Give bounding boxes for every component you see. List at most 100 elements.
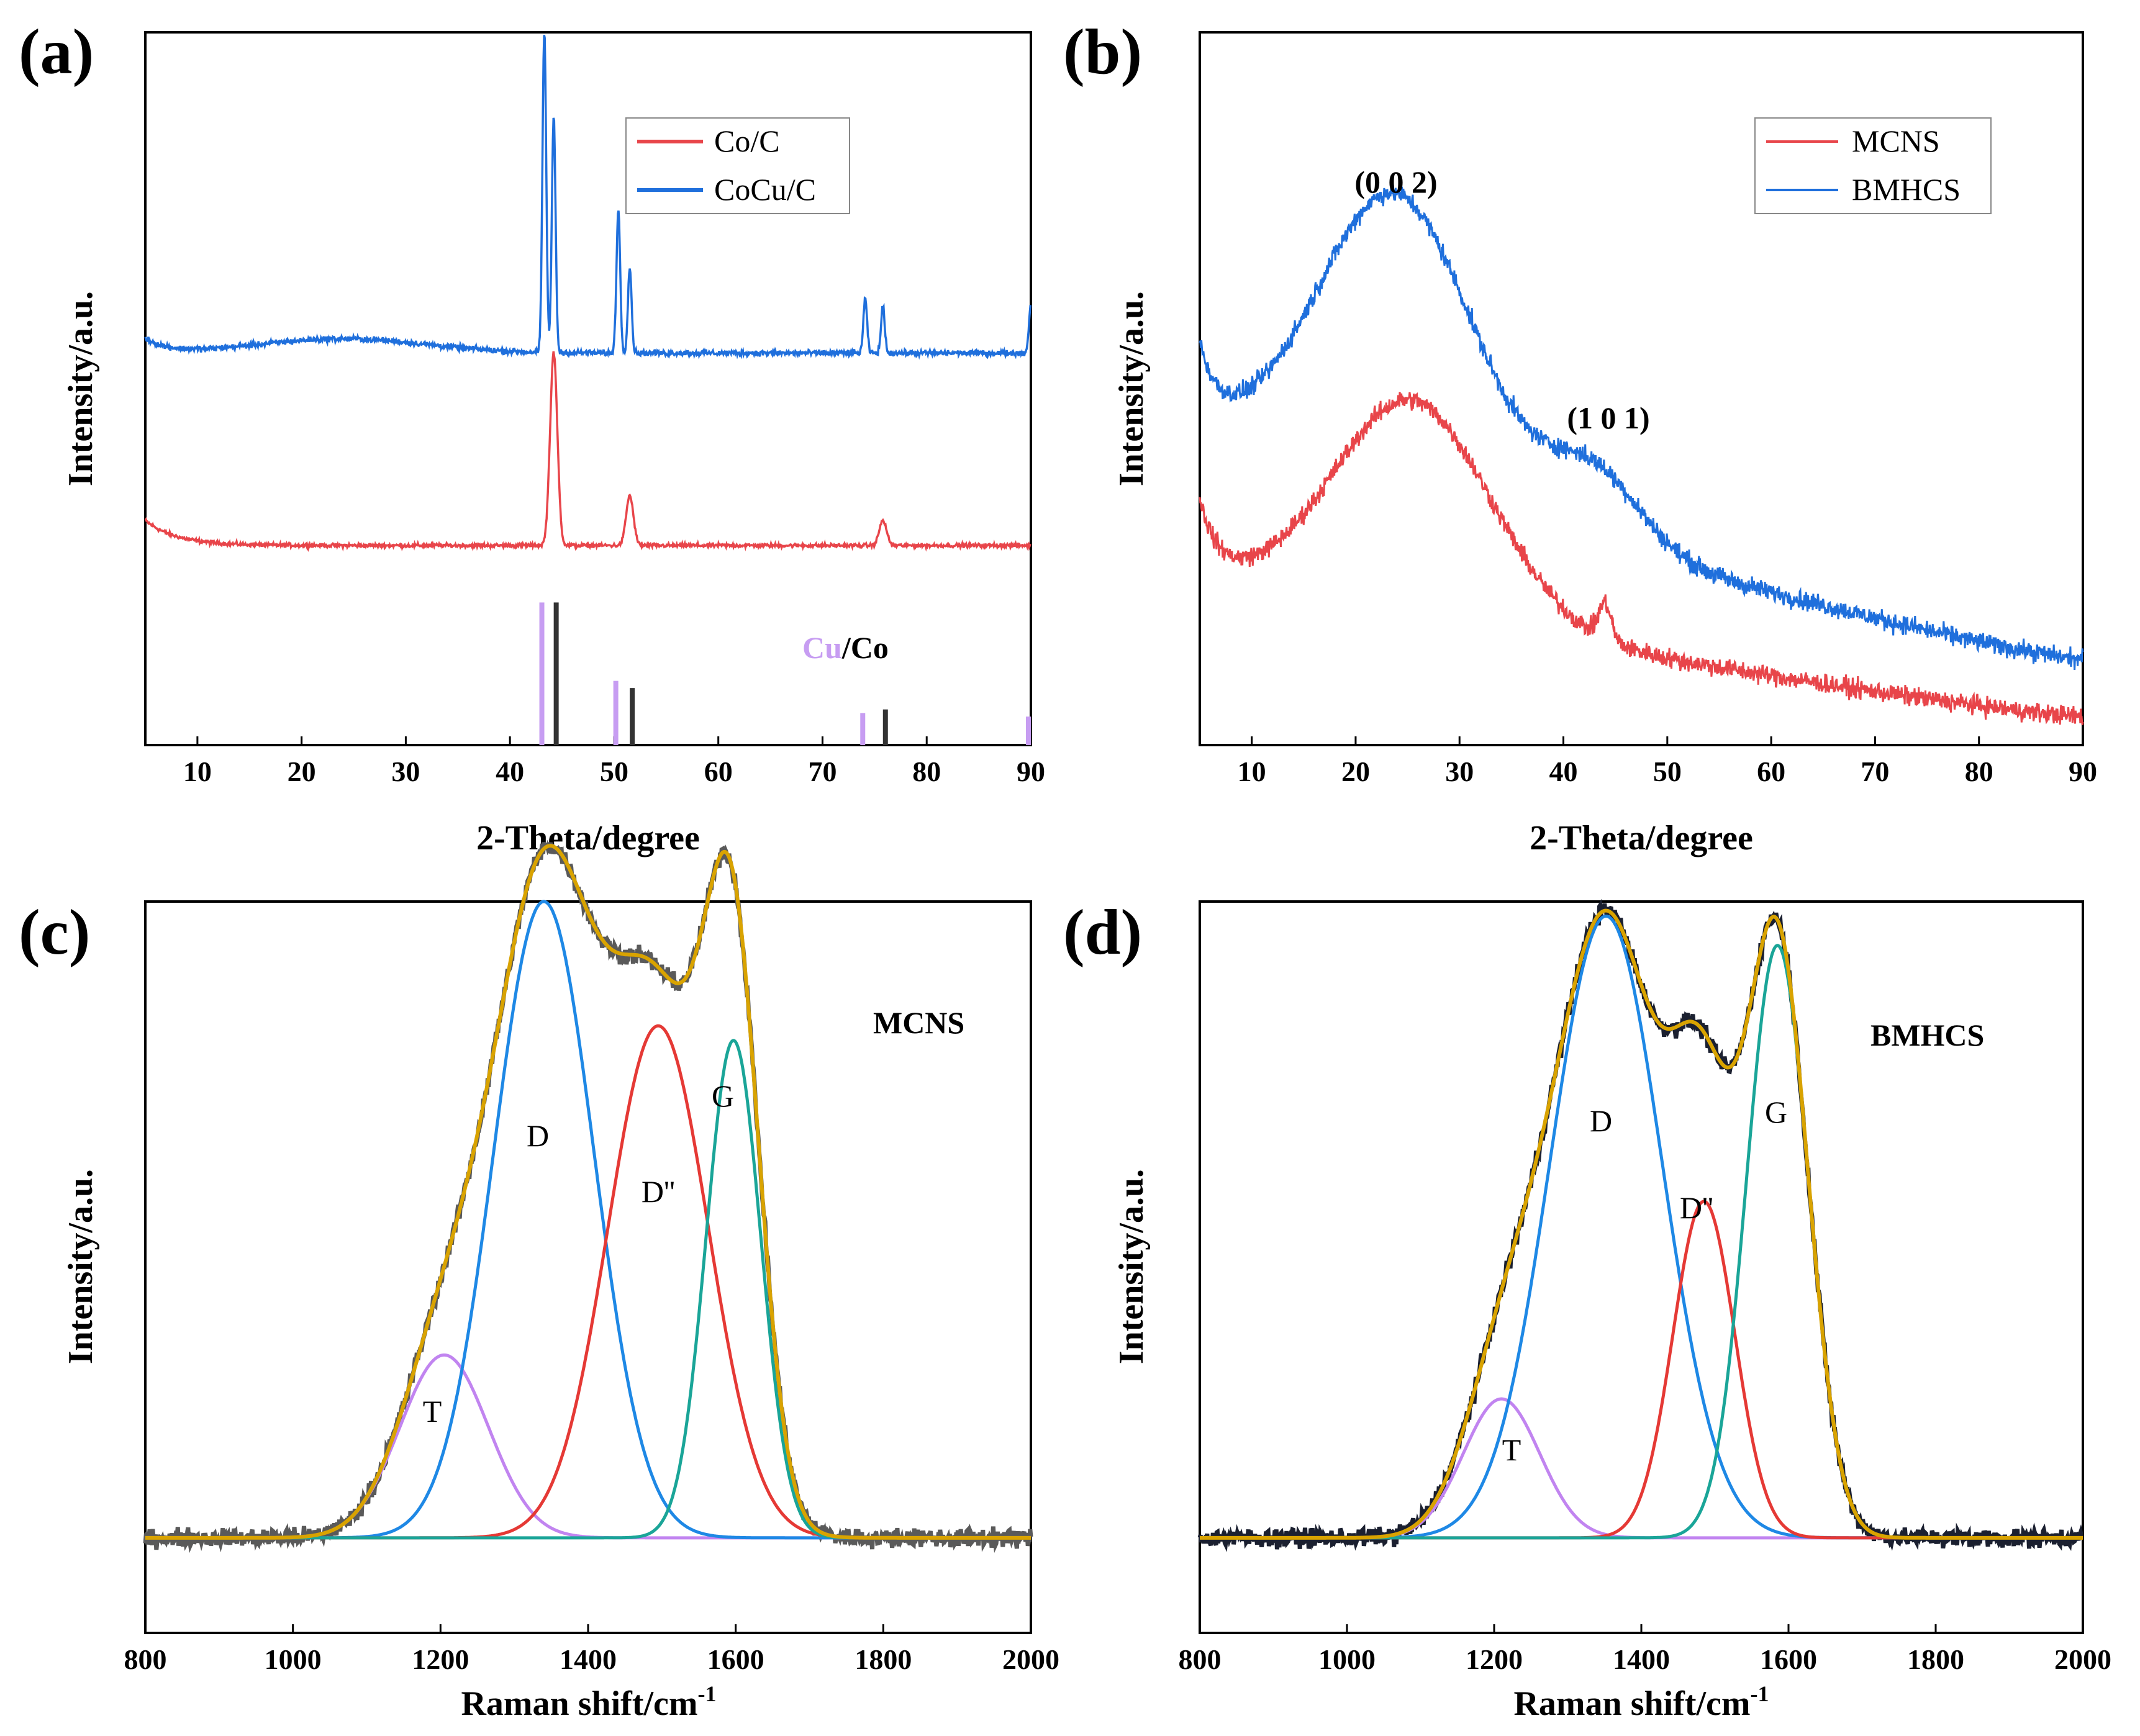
legend-box	[625, 117, 850, 214]
component-d-line	[1200, 915, 2083, 1540]
panel-c-xlabel-text: Raman shift/cm	[461, 1684, 697, 1723]
panel-b-tick-label: 90	[2069, 756, 2097, 787]
panel-b-xlabel: 2-Theta/degree	[1530, 819, 1753, 857]
panel-a-label: (a)	[19, 16, 94, 88]
panel-c-tick-label: 1400	[560, 1643, 617, 1675]
panel-b: (b) 10 20 30 40 50 60 70 80 90 (0 0 2) (1 0 1) M…	[1063, 16, 2097, 857]
panel-b-tick-label: 50	[1653, 756, 1682, 787]
legend-label-bmhcs: BMHCS	[1852, 172, 1961, 207]
panel-b-ylabel: Intensity/a.u.	[1112, 291, 1151, 486]
component-dpp-line	[1200, 1200, 2083, 1540]
panel-b-tick-label: 80	[1965, 756, 1993, 787]
raw-spectrum-line	[143, 839, 1033, 1553]
panel-b-legend: MCNS BMHCS	[1754, 117, 1992, 214]
component-d-line	[145, 900, 1031, 1540]
panel-d-tick-label: 1800	[1907, 1643, 1964, 1675]
legend-box	[1754, 117, 1992, 214]
raw-spectrum-line	[1197, 898, 2084, 1552]
panel-d-xticks: 800 1000 1200 1400 1600 1800 2000	[1179, 1624, 2111, 1675]
panel-d-xlabel-sup: -1	[1751, 1681, 1769, 1706]
panel-b-tick-label: 20	[1341, 756, 1370, 787]
panel-c-xlabel-sup: -1	[698, 1681, 717, 1706]
panel-b-tick-label: 60	[1757, 756, 1785, 787]
panel-a-tick-label: 10	[183, 756, 212, 787]
annotation-002: (0 0 2)	[1354, 165, 1437, 199]
fit-envelope-line	[145, 844, 1031, 1540]
panel-d-tick-label: 1400	[1613, 1643, 1670, 1675]
peak-label-g: G	[712, 1078, 734, 1113]
series-bmhcs-line	[1199, 182, 2084, 670]
panel-a-xlabel: 2-Theta/degree	[476, 819, 700, 857]
panel-d: (d) 800 1000 1200 1400 1600 1800 2000 BMHCS T …	[1063, 897, 2111, 1723]
panel-b-tick-label: 40	[1549, 756, 1578, 787]
panel-c-xticks: 800 1000 1200 1400 1600 1800 2000	[124, 1624, 1059, 1675]
component-t-line	[1200, 1397, 2083, 1540]
panel-c-tick-label: 800	[124, 1643, 167, 1675]
panel-b-tick-label: 70	[1861, 756, 1889, 787]
panel-a-tick-label: 30	[391, 756, 420, 787]
panel-a-plot-area	[144, 31, 1032, 746]
legend-label-cocu-c: CoCu/C	[714, 172, 816, 207]
peak-label-dpp: D''	[1680, 1190, 1713, 1225]
panel-c-tick-label: 1200	[412, 1643, 469, 1675]
panel-a-data	[144, 35, 1032, 745]
panel-c: (c) 800 1000 1200 1400 1600 1800 2000 MCNS T D…	[19, 839, 1059, 1723]
legend-label-mcns: MCNS	[1852, 124, 1940, 158]
peak-label-d: D	[527, 1118, 549, 1153]
reference-lines	[539, 602, 1031, 745]
panel-d-tick-label: 1000	[1318, 1643, 1376, 1675]
panel-a-tick-label: 90	[1017, 756, 1045, 787]
panel-a-tick-label: 20	[288, 756, 316, 787]
panel-a-tick-label: 50	[600, 756, 628, 787]
series-mcns-line	[1199, 392, 2084, 725]
panel-b-tick-label: 10	[1238, 756, 1266, 787]
peak-label-g: G	[1765, 1095, 1787, 1129]
panel-c-tick-label: 1600	[707, 1643, 764, 1675]
panel-a-xticks: 10 20 30 40 50 60 70 80 90	[183, 736, 1045, 787]
peak-label-t: T	[1502, 1432, 1521, 1467]
sample-label: MCNS	[873, 1005, 964, 1040]
panel-a-legend: Co/C CoCu/C	[625, 117, 850, 214]
panel-b-data	[1199, 182, 2084, 725]
panel-c-tick-label: 1800	[855, 1643, 912, 1675]
legend-label-co-c: Co/C	[714, 124, 780, 158]
panel-c-tick-label: 1000	[265, 1643, 322, 1675]
panel-d-label: (d)	[1063, 897, 1142, 968]
reference-label-co: Co	[851, 630, 889, 665]
panel-c-xlabel: Raman shift/cm-1	[461, 1681, 716, 1723]
annotation-101: (1 0 1)	[1567, 400, 1649, 435]
reference-label-sep: /	[841, 630, 851, 665]
panel-d-plot-area	[1199, 900, 2084, 1634]
series-cocu-c-line	[144, 35, 1032, 360]
peak-label-t: T	[423, 1394, 442, 1429]
panel-a-tick-label: 60	[704, 756, 733, 787]
panel-d-data	[1197, 898, 2084, 1552]
panel-c-tick-label: 2000	[1002, 1643, 1059, 1675]
series-co-c-line	[144, 351, 1031, 553]
panel-b-tick-label: 30	[1445, 756, 1474, 787]
panel-d-tick-label: 2000	[2054, 1643, 2111, 1675]
panel-a-tick-label: 70	[808, 756, 837, 787]
panel-a-tick-label: 40	[496, 756, 524, 787]
panel-b-label: (b)	[1063, 16, 1142, 88]
fit-envelope-line	[1200, 908, 2083, 1540]
panel-d-xlabel: Raman shift/cm-1	[1513, 1681, 1769, 1723]
panel-d-tick-label: 1600	[1760, 1643, 1817, 1675]
sample-label: BMHCS	[1870, 1018, 1984, 1052]
panel-d-ylabel: Intensity/a.u.	[1112, 1169, 1151, 1364]
panel-b-plot-area	[1199, 31, 2084, 746]
panel-d-xlabel-text: Raman shift/cm	[1513, 1684, 1750, 1723]
reference-label-cu: Cu	[802, 630, 842, 665]
panel-c-label: (c)	[19, 897, 90, 968]
panel-d-tick-label: 1200	[1466, 1643, 1523, 1675]
peak-label-d: D	[1590, 1103, 1612, 1138]
component-t-line	[145, 1353, 1031, 1540]
panel-a: (a) 10 20 30 40 50 60 70 80 90 Cu/Co Co/C CoCu/C…	[19, 16, 1045, 857]
panel-b-xticks: 10 20 30 40 50 60 70 80 90	[1238, 736, 2097, 787]
panel-d-tick-label: 800	[1179, 1643, 1222, 1675]
panel-a-ylabel: Intensity/a.u.	[61, 291, 100, 486]
peak-label-dpp: D''	[642, 1174, 675, 1209]
panel-a-tick-label: 80	[912, 756, 941, 787]
reference-label: Cu/Co	[802, 630, 889, 665]
